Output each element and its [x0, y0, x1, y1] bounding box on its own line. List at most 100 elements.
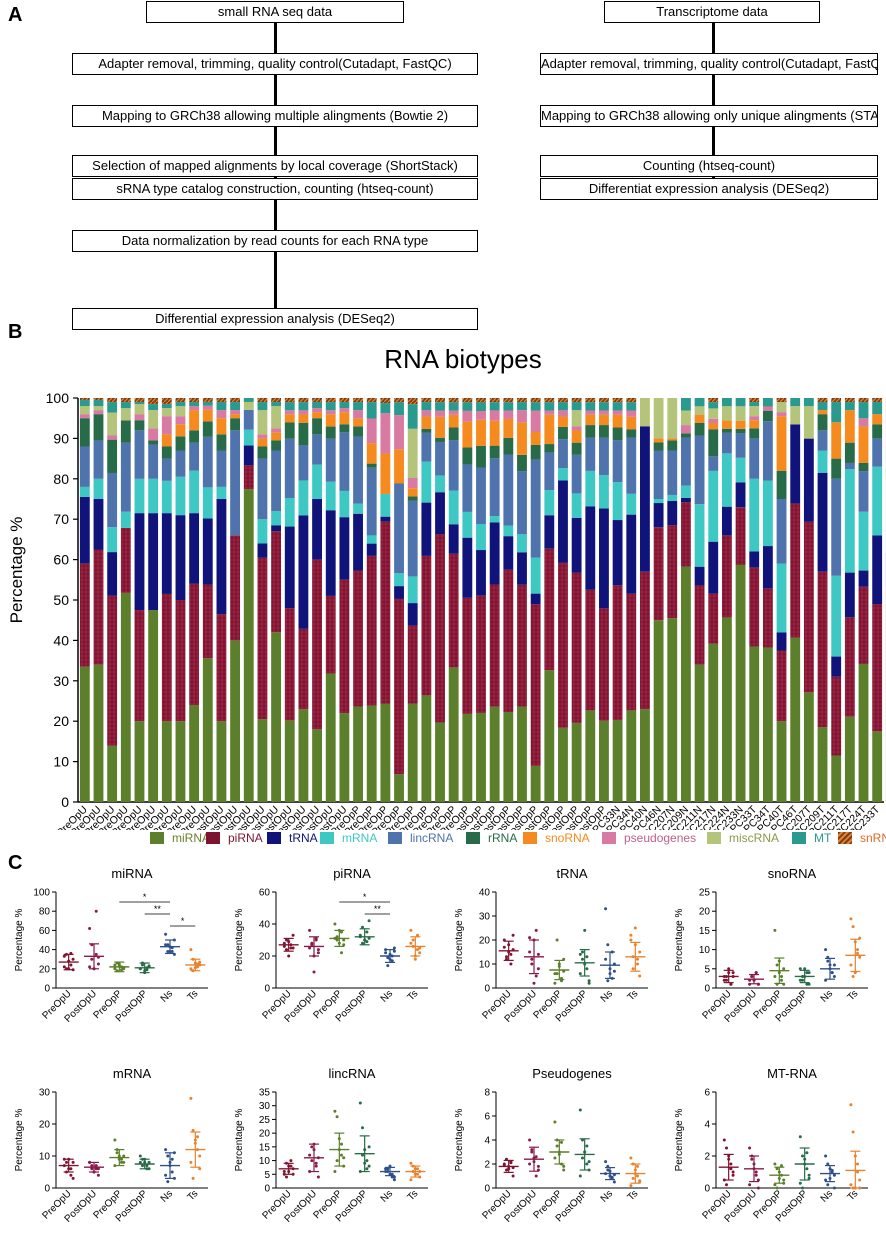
bar-segment-lincrna — [599, 437, 609, 476]
bar-segment-miscrna — [134, 404, 145, 415]
data-point — [754, 1170, 758, 1174]
bar-segment-pirna — [448, 553, 459, 668]
bar-segment-snrna — [298, 398, 309, 403]
bar-segment-mrna — [93, 478, 104, 499]
bar-segment-pirna — [476, 595, 486, 713]
data-point — [62, 965, 66, 969]
data-point — [801, 1186, 804, 1190]
bar-segment-mt — [284, 402, 295, 411]
bar-segment-rrna — [93, 414, 104, 441]
y-tick-label: 5 — [264, 1170, 270, 1181]
bar-segment-trna — [817, 472, 828, 572]
data-point — [367, 1145, 371, 1149]
bar-segment-lincrna — [831, 478, 842, 576]
data-point — [560, 1140, 563, 1144]
bar-segment-lincrna — [735, 433, 746, 458]
bar-segment-pirna — [366, 555, 377, 706]
bar-segment-pseudogenes — [421, 410, 432, 417]
y-tick-label: 40 — [39, 945, 51, 956]
y-tick-label: 20 — [39, 1120, 51, 1131]
bar-segment-mirna — [79, 666, 90, 802]
bar-segment-rrna — [79, 418, 90, 447]
bar-segment-rrna — [202, 421, 213, 437]
y-tick-label: 60 — [259, 888, 271, 899]
bar-segment-rrna — [558, 426, 568, 440]
right-step-2: Adapter removal, trimming, quality contr… — [540, 53, 878, 75]
bar-segment-mirna — [667, 618, 678, 802]
bar-segment-pirna — [530, 604, 541, 766]
bar-segment-snrna — [858, 398, 869, 403]
x-tick-label: Ns — [379, 1188, 395, 1204]
bar-segment-trna — [776, 632, 787, 651]
bar-segment-mirna — [653, 620, 664, 802]
bar-segment-pirna — [394, 598, 404, 775]
bar-segment-snrna — [872, 398, 883, 403]
data-point — [411, 938, 415, 942]
bar-segment-mt — [749, 402, 760, 407]
bar-segment-mirna — [708, 643, 719, 802]
bar-segment-snorna — [421, 416, 432, 429]
bar-segment-snrna — [407, 398, 418, 405]
legend-item-miscrna: miscRNA — [707, 831, 779, 845]
dot-plot-ylabel: Percentage % — [234, 1108, 245, 1171]
bar-segment-miscrna — [776, 402, 787, 413]
y-tick-label: 8 — [484, 1088, 490, 1099]
data-point — [773, 975, 777, 978]
bar-segment-trna — [476, 550, 486, 596]
data-point — [805, 971, 809, 975]
bar-segment-snorna — [325, 414, 336, 427]
left-step-4: Selection of mapped alignments by local … — [72, 155, 478, 177]
bar-segment-mrna — [735, 457, 746, 483]
bar-segment-mirna — [694, 664, 705, 802]
bar-segment-miscrna — [803, 406, 814, 439]
bar-segment-snrna — [585, 398, 596, 403]
data-point — [562, 1164, 566, 1168]
bar-segment-pirna — [93, 549, 104, 665]
bar-segment-mrna — [544, 490, 555, 516]
bar-segment-rrna — [148, 440, 159, 445]
bar-segment-pseudogenes — [599, 410, 609, 415]
bar-segment-mirna — [134, 721, 145, 802]
bar-segment-trna — [366, 543, 377, 556]
bar-segment-pirna — [544, 548, 555, 671]
data-point — [365, 940, 369, 944]
bar-segment-lincrna — [776, 499, 787, 564]
bar-segment-mirna — [489, 706, 500, 802]
bar-segment-mt — [175, 402, 186, 407]
bar-segment-mirna — [872, 731, 883, 802]
data-point — [731, 1173, 735, 1177]
legend-label: tRNA — [289, 831, 318, 845]
data-point — [807, 982, 811, 986]
bar-segment-mirna — [721, 617, 732, 802]
bar-segment-pseudogenes — [148, 428, 159, 441]
bar-segment-mrna — [161, 480, 172, 514]
bar-segment-mrna — [134, 478, 145, 514]
dot-plot-ylabel: Percentage % — [454, 908, 465, 971]
bar-segment-pirna — [626, 593, 637, 711]
bar-segment-snrna — [435, 398, 445, 403]
y-tick-label: 2 — [484, 1160, 490, 1171]
bar-segment-trna — [148, 513, 159, 611]
bar-segment-mrna — [257, 519, 268, 544]
data-point — [798, 967, 802, 971]
bar-segment-rrna — [271, 440, 282, 451]
bar-segment-rrna — [230, 418, 241, 431]
bar-segment-mrna — [353, 503, 363, 514]
bar-segment-mt — [585, 402, 596, 411]
bar-segment-pirna — [175, 600, 186, 722]
bar-segment-mrna — [831, 575, 842, 657]
dot-plot-ylabel: Percentage % — [14, 908, 25, 971]
bar-segment-trna — [489, 522, 500, 585]
y-tick-label: 0 — [264, 984, 270, 995]
data-point — [409, 928, 413, 932]
data-point — [801, 1154, 804, 1158]
legend-item-mrna: mRNA — [320, 831, 377, 845]
bar-segment-trna — [503, 536, 514, 570]
bar-segment-miscrna — [749, 406, 760, 417]
bar-segment-rrna — [421, 428, 432, 433]
data-point — [416, 933, 419, 937]
y-tick-label: 4 — [704, 1120, 710, 1131]
bar-segment-mirna — [544, 670, 555, 802]
